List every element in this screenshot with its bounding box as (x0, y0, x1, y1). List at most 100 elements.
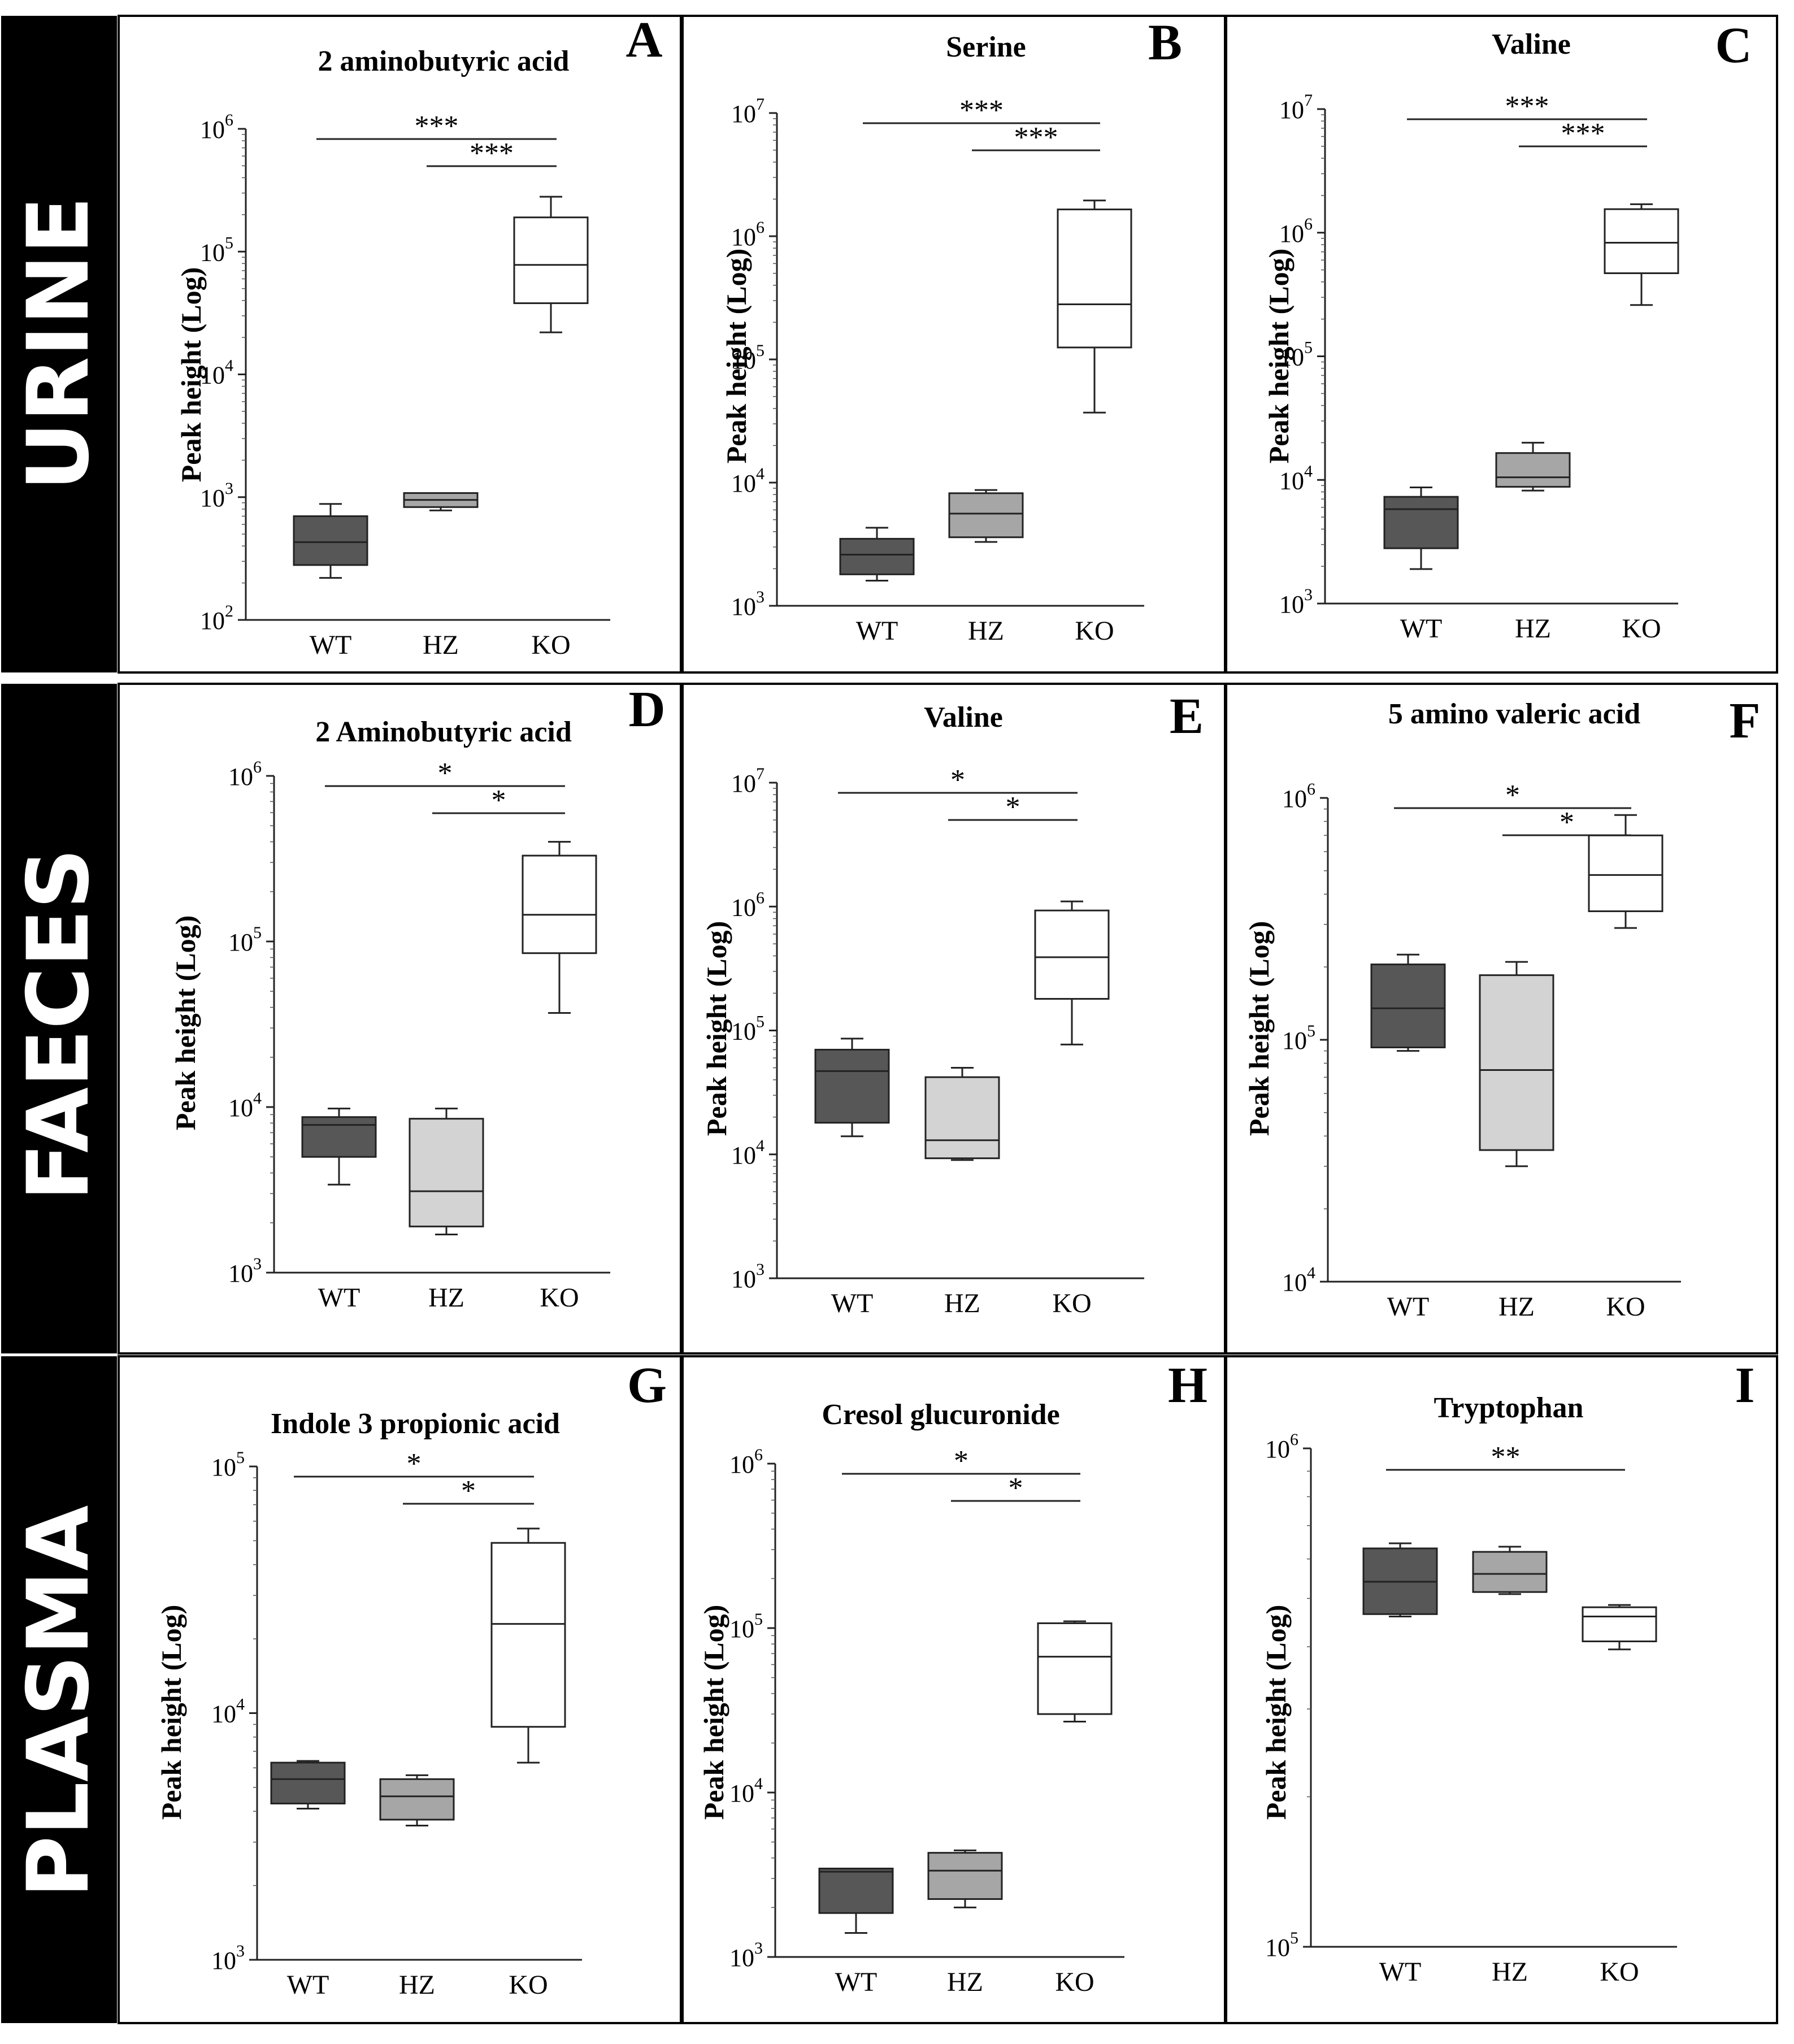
box-iqr (1604, 208, 1679, 274)
box-iqr (1034, 909, 1110, 1000)
box-ko (1057, 199, 1132, 414)
box-wt (1370, 953, 1446, 1052)
box-hz (403, 492, 479, 511)
x-tick-label: WT (835, 1967, 878, 1997)
x-tick-label: WT (831, 1288, 874, 1318)
box-hz (927, 1849, 1003, 1908)
y-tick-label: 106 (731, 888, 764, 921)
box-ko (1604, 203, 1679, 306)
significance-label: *** (1561, 118, 1605, 150)
y-tick-label: 104 (731, 1136, 764, 1169)
box-hz (1495, 441, 1571, 492)
row-band-urine (1, 16, 117, 672)
x-tick-label: HZ (968, 616, 1004, 646)
x-tick-label: WT (856, 616, 898, 646)
y-tick-label: 105 (1279, 339, 1313, 371)
chart-title: 2 aminobutyric acid (318, 45, 570, 77)
y-tick-label: 103 (729, 1939, 763, 1972)
y-tick-label: 103 (211, 1942, 245, 1974)
panel-letter: D (629, 682, 666, 737)
y-axis-label: Peak height (Log) (701, 921, 732, 1136)
panel-i: I Tryptophan Peak height (Log) 105 106 WT HZ KO… (1225, 1355, 1778, 2024)
y-tick-label: 105 (211, 1448, 245, 1481)
panel-letter: H (1168, 1357, 1207, 1413)
panel-b: B Serine Peak height (Log) 103 104 105 106 107 W… (681, 15, 1226, 674)
chart-title: Indole 3 propionic acid (271, 1408, 560, 1440)
box-iqr (814, 1048, 890, 1124)
x-tick-label: HZ (1515, 614, 1551, 644)
y-tick-label: 104 (1282, 1264, 1315, 1296)
box-iqr (1582, 1606, 1657, 1643)
panel-border (118, 1355, 682, 2024)
chart-title: Valine (1492, 28, 1571, 60)
y-tick-label: 106 (731, 218, 764, 251)
box-ko (513, 196, 589, 333)
significance-label: *** (1505, 90, 1549, 123)
x-tick-label: HZ (423, 630, 459, 660)
x-tick-label: KO (509, 1970, 548, 2000)
box-iqr (1383, 496, 1459, 549)
significance-label: * (954, 1445, 968, 1477)
significance-label: * (1006, 791, 1020, 823)
y-tick-label: 103 (731, 588, 764, 620)
box-iqr (490, 1542, 566, 1728)
chart-title: Cresol glucuronide (822, 1399, 1059, 1431)
box-iqr (513, 216, 589, 305)
box-wt (1383, 486, 1459, 570)
box-wt (839, 527, 915, 582)
y-tick-label: 106 (1265, 1430, 1298, 1463)
box-iqr (409, 1118, 484, 1227)
panel-letter: I (1735, 1357, 1754, 1413)
y-tick-label: 105 (228, 923, 262, 956)
box-hz (948, 489, 1024, 543)
panel-border (118, 15, 682, 674)
box-iqr (293, 515, 368, 566)
significance-label: ** (1491, 1441, 1521, 1473)
box-iqr (1037, 1622, 1113, 1715)
x-tick-label: HZ (1498, 1292, 1535, 1322)
box-ko (1588, 814, 1663, 929)
y-tick-label: 102 (200, 602, 233, 635)
box-ko (1582, 1604, 1657, 1651)
box-iqr (927, 1852, 1003, 1900)
box-ko (490, 1527, 566, 1764)
x-tick-label: KO (1052, 1288, 1091, 1318)
y-tick-label: 104 (228, 1089, 262, 1122)
y-tick-label: 104 (211, 1695, 245, 1728)
box-hz (1472, 1546, 1548, 1595)
x-tick-label: WT (318, 1283, 360, 1313)
box-hz (379, 1774, 455, 1827)
y-tick-label: 104 (729, 1774, 763, 1807)
panel-c: C Valine Peak height (Log) 103 104 105 106 107 W… (1225, 15, 1778, 674)
y-axis-label: Peak height (Log) (1243, 921, 1275, 1136)
panel-border (118, 683, 682, 1355)
significance-label: *** (959, 94, 1004, 127)
box-ko (1037, 1620, 1113, 1722)
panel-border (1225, 15, 1778, 674)
panel-g: G Indole 3 propionic acid Peak height (Log… (118, 1355, 682, 2024)
y-axis-label: Peak height (Log) (170, 915, 201, 1131)
chart-title: Tryptophan (1434, 1392, 1584, 1424)
chart-title: 2 Aminobutyric acid (315, 716, 572, 748)
y-tick-label: 105 (1265, 1929, 1298, 1961)
box-wt (818, 1867, 894, 1934)
box-wt (814, 1038, 890, 1138)
box-wt (1362, 1542, 1438, 1617)
x-tick-label: WT (310, 630, 352, 660)
box-iqr (1057, 209, 1132, 349)
x-tick-label: HZ (399, 1970, 435, 2000)
x-tick-label: WT (1387, 1292, 1430, 1322)
box-iqr (818, 1867, 894, 1914)
box-iqr (1472, 1551, 1548, 1593)
panel-border (1225, 1355, 1778, 2024)
x-tick-label: KO (1622, 614, 1661, 644)
box-wt (301, 1108, 377, 1186)
x-tick-label: WT (1379, 1957, 1422, 1987)
box-iqr (948, 492, 1024, 539)
box-ko (522, 841, 597, 1014)
significance-label: * (950, 764, 965, 796)
panel-h: H Cresol glucuronide Peak height (Log) 103 1… (681, 1355, 1226, 2024)
panel-letter: G (627, 1357, 667, 1413)
x-tick-label: KO (531, 630, 570, 660)
